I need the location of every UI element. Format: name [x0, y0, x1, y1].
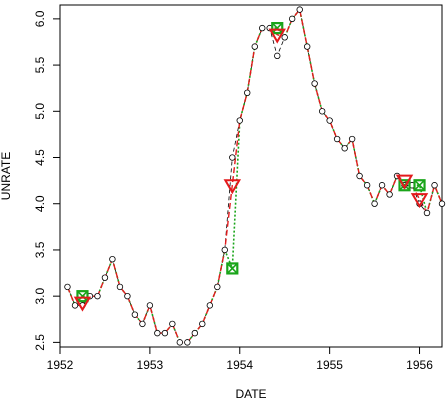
- green-box-cross: [413, 179, 426, 191]
- data-point: [184, 339, 191, 346]
- x-tick-label: 1952: [47, 358, 74, 372]
- data-point: [281, 34, 288, 41]
- data-point: [146, 302, 154, 309]
- green-box-square: [271, 22, 284, 35]
- green-box-cross: [226, 262, 238, 274]
- green-box-square: [226, 262, 239, 275]
- data-point: [363, 182, 371, 189]
- green-box-cross: [76, 290, 89, 302]
- data-point: [378, 182, 386, 189]
- data-point: [214, 283, 221, 291]
- x-tick-label: 1954: [226, 358, 253, 372]
- data-point: [311, 80, 318, 87]
- series-layer: [64, 6, 446, 346]
- data-point: [251, 43, 258, 50]
- data-point: [423, 209, 431, 217]
- data-point: [236, 117, 243, 124]
- green-box-square: [413, 179, 426, 192]
- red-triangle-marker: [395, 174, 414, 190]
- y-tick-label: 4.5: [33, 149, 47, 166]
- data-point: [71, 302, 79, 309]
- data-point: [371, 200, 378, 207]
- red-triangle-marker: [223, 179, 242, 195]
- data-point: [386, 191, 393, 198]
- data-point: [109, 255, 116, 263]
- x-tick-label: 1953: [137, 358, 164, 372]
- y-axis-title: UNRATE: [0, 152, 13, 200]
- y-tick-label: 6.0: [33, 10, 47, 27]
- data-point: [296, 6, 303, 13]
- data-point: [94, 292, 101, 300]
- red-series-line: [66, 8, 443, 344]
- y-tick-label: 2.5: [33, 334, 47, 351]
- x-axis-title: DATE: [235, 387, 266, 401]
- x-tick-label: 1955: [316, 358, 343, 372]
- data-point: [438, 200, 446, 207]
- data-point: [341, 145, 348, 152]
- red-triangle-marker: [410, 193, 429, 209]
- y-tick-label: 3.0: [33, 287, 47, 304]
- data-point: [333, 135, 341, 143]
- y-tick-label: 4.0: [33, 195, 47, 212]
- data-point: [139, 320, 146, 328]
- y-tick-label: 3.5: [33, 241, 47, 258]
- green-series-line: [66, 7, 443, 344]
- data-point: [274, 52, 281, 60]
- green-box-square: [398, 179, 411, 192]
- plot-frame: [59, 4, 443, 348]
- data-point: [356, 172, 363, 180]
- green-box-marker: [413, 179, 426, 192]
- data-point: [161, 329, 169, 337]
- y-tick-label: 5.0: [33, 103, 47, 120]
- data-point: [191, 329, 199, 337]
- data-point: [176, 339, 184, 346]
- marker-layer: [73, 22, 429, 312]
- data-point: [348, 135, 356, 143]
- data-point: [131, 311, 139, 318]
- data-point: [326, 117, 333, 124]
- x-axis: 1952 1953 1954 1955 1956: [47, 346, 433, 372]
- green-box-marker: [226, 262, 239, 275]
- data-point: [154, 329, 161, 337]
- data-point: [199, 320, 206, 328]
- data-point: [64, 283, 71, 291]
- data-point: [221, 246, 228, 254]
- y-axis: 2.5 3.0 3.5 4.0 4.5 5.0 5.5 6.0: [33, 10, 61, 351]
- data-point: [124, 292, 131, 300]
- data-point: [431, 182, 438, 189]
- green-box-marker: [271, 22, 284, 35]
- data-point: [169, 320, 176, 328]
- data-point: [288, 15, 296, 23]
- data-point: [303, 43, 311, 50]
- data-point: [318, 108, 326, 115]
- data-point: [244, 89, 251, 97]
- data-point: [101, 274, 109, 281]
- green-box-marker: [76, 290, 89, 303]
- y-tick-label: 5.5: [33, 56, 47, 73]
- green-box-square: [76, 290, 89, 303]
- red-triangle-marker: [268, 28, 286, 44]
- x-tick-label: 1956: [406, 358, 433, 372]
- green-box-cross: [271, 22, 283, 34]
- data-point: [206, 302, 214, 309]
- red-triangle-marker: [73, 296, 92, 312]
- data-point: [259, 24, 266, 32]
- data-point: [116, 283, 124, 291]
- data-point: [229, 154, 236, 161]
